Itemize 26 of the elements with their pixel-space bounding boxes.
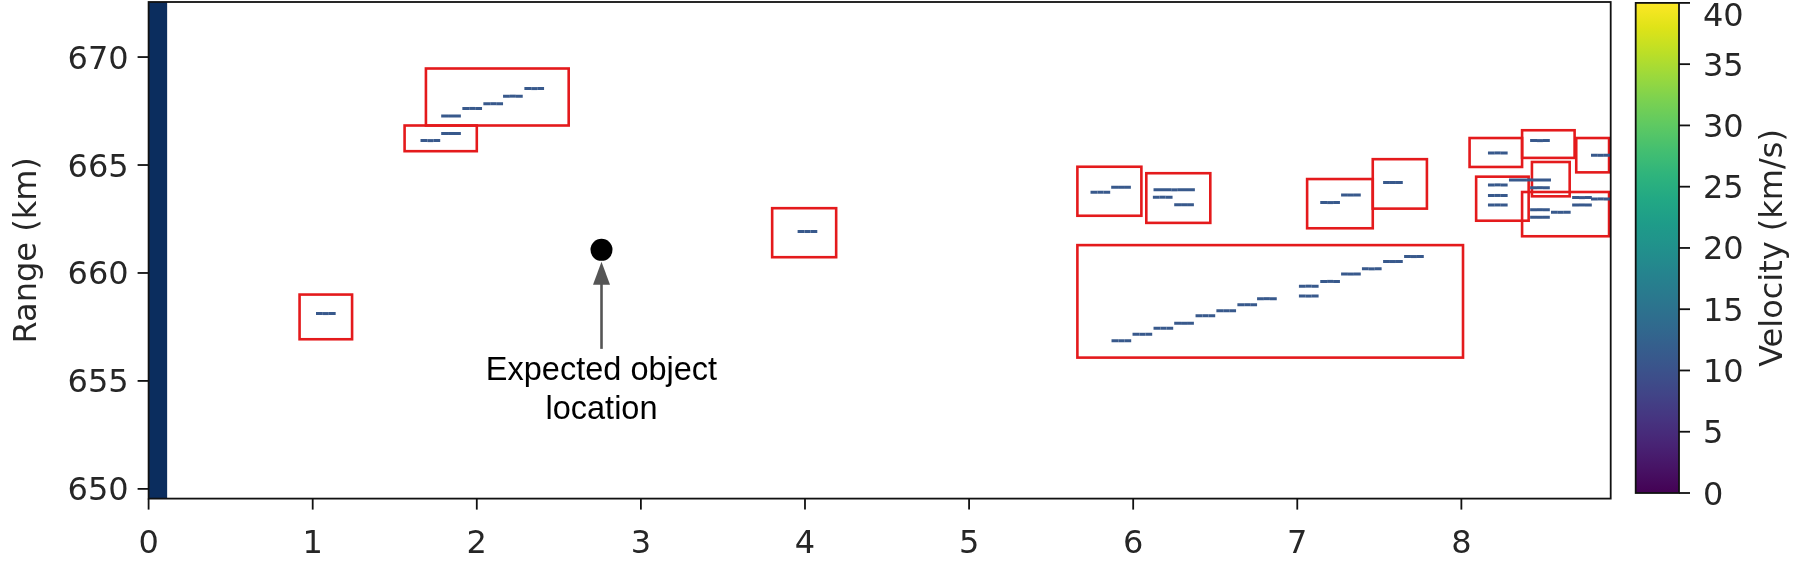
color-bar-label: 0 bbox=[1703, 474, 1724, 513]
x-tick-label: 6 bbox=[1123, 522, 1144, 561]
color-bar-label: 5 bbox=[1703, 413, 1724, 452]
y-tick-label: 655 bbox=[67, 362, 129, 401]
x-tick-label: 5 bbox=[958, 522, 980, 561]
color-bar-label: 25 bbox=[1703, 168, 1744, 207]
y-axis-title: Range (km) bbox=[6, 157, 44, 344]
x-tick-label: 2 bbox=[466, 522, 487, 561]
x-tick-label: 8 bbox=[1451, 522, 1472, 561]
color-bar-label: 15 bbox=[1703, 290, 1744, 329]
x-tick-label: 1 bbox=[302, 522, 323, 561]
color-bar-label: 30 bbox=[1703, 106, 1744, 145]
text: Expected object location bbox=[485, 350, 718, 427]
x-tick-label: 7 bbox=[1287, 522, 1308, 561]
y-tick-label: 670 bbox=[67, 38, 129, 77]
color-bar-label: 40 bbox=[1703, 0, 1744, 34]
y-tick-label: 650 bbox=[67, 470, 129, 509]
color-bar-title: Velocity (km/s) bbox=[1752, 129, 1790, 367]
y-tick-label: 665 bbox=[67, 146, 129, 185]
x-tick-label: 4 bbox=[794, 522, 816, 561]
y-tick-label: 660 bbox=[67, 254, 129, 293]
color-bar-label: 20 bbox=[1703, 229, 1744, 268]
x-tick-label: 3 bbox=[630, 522, 652, 561]
x-tick-label: 0 bbox=[138, 522, 159, 561]
color-bar-label: 10 bbox=[1703, 351, 1744, 390]
color-bar-label: 35 bbox=[1703, 45, 1744, 84]
